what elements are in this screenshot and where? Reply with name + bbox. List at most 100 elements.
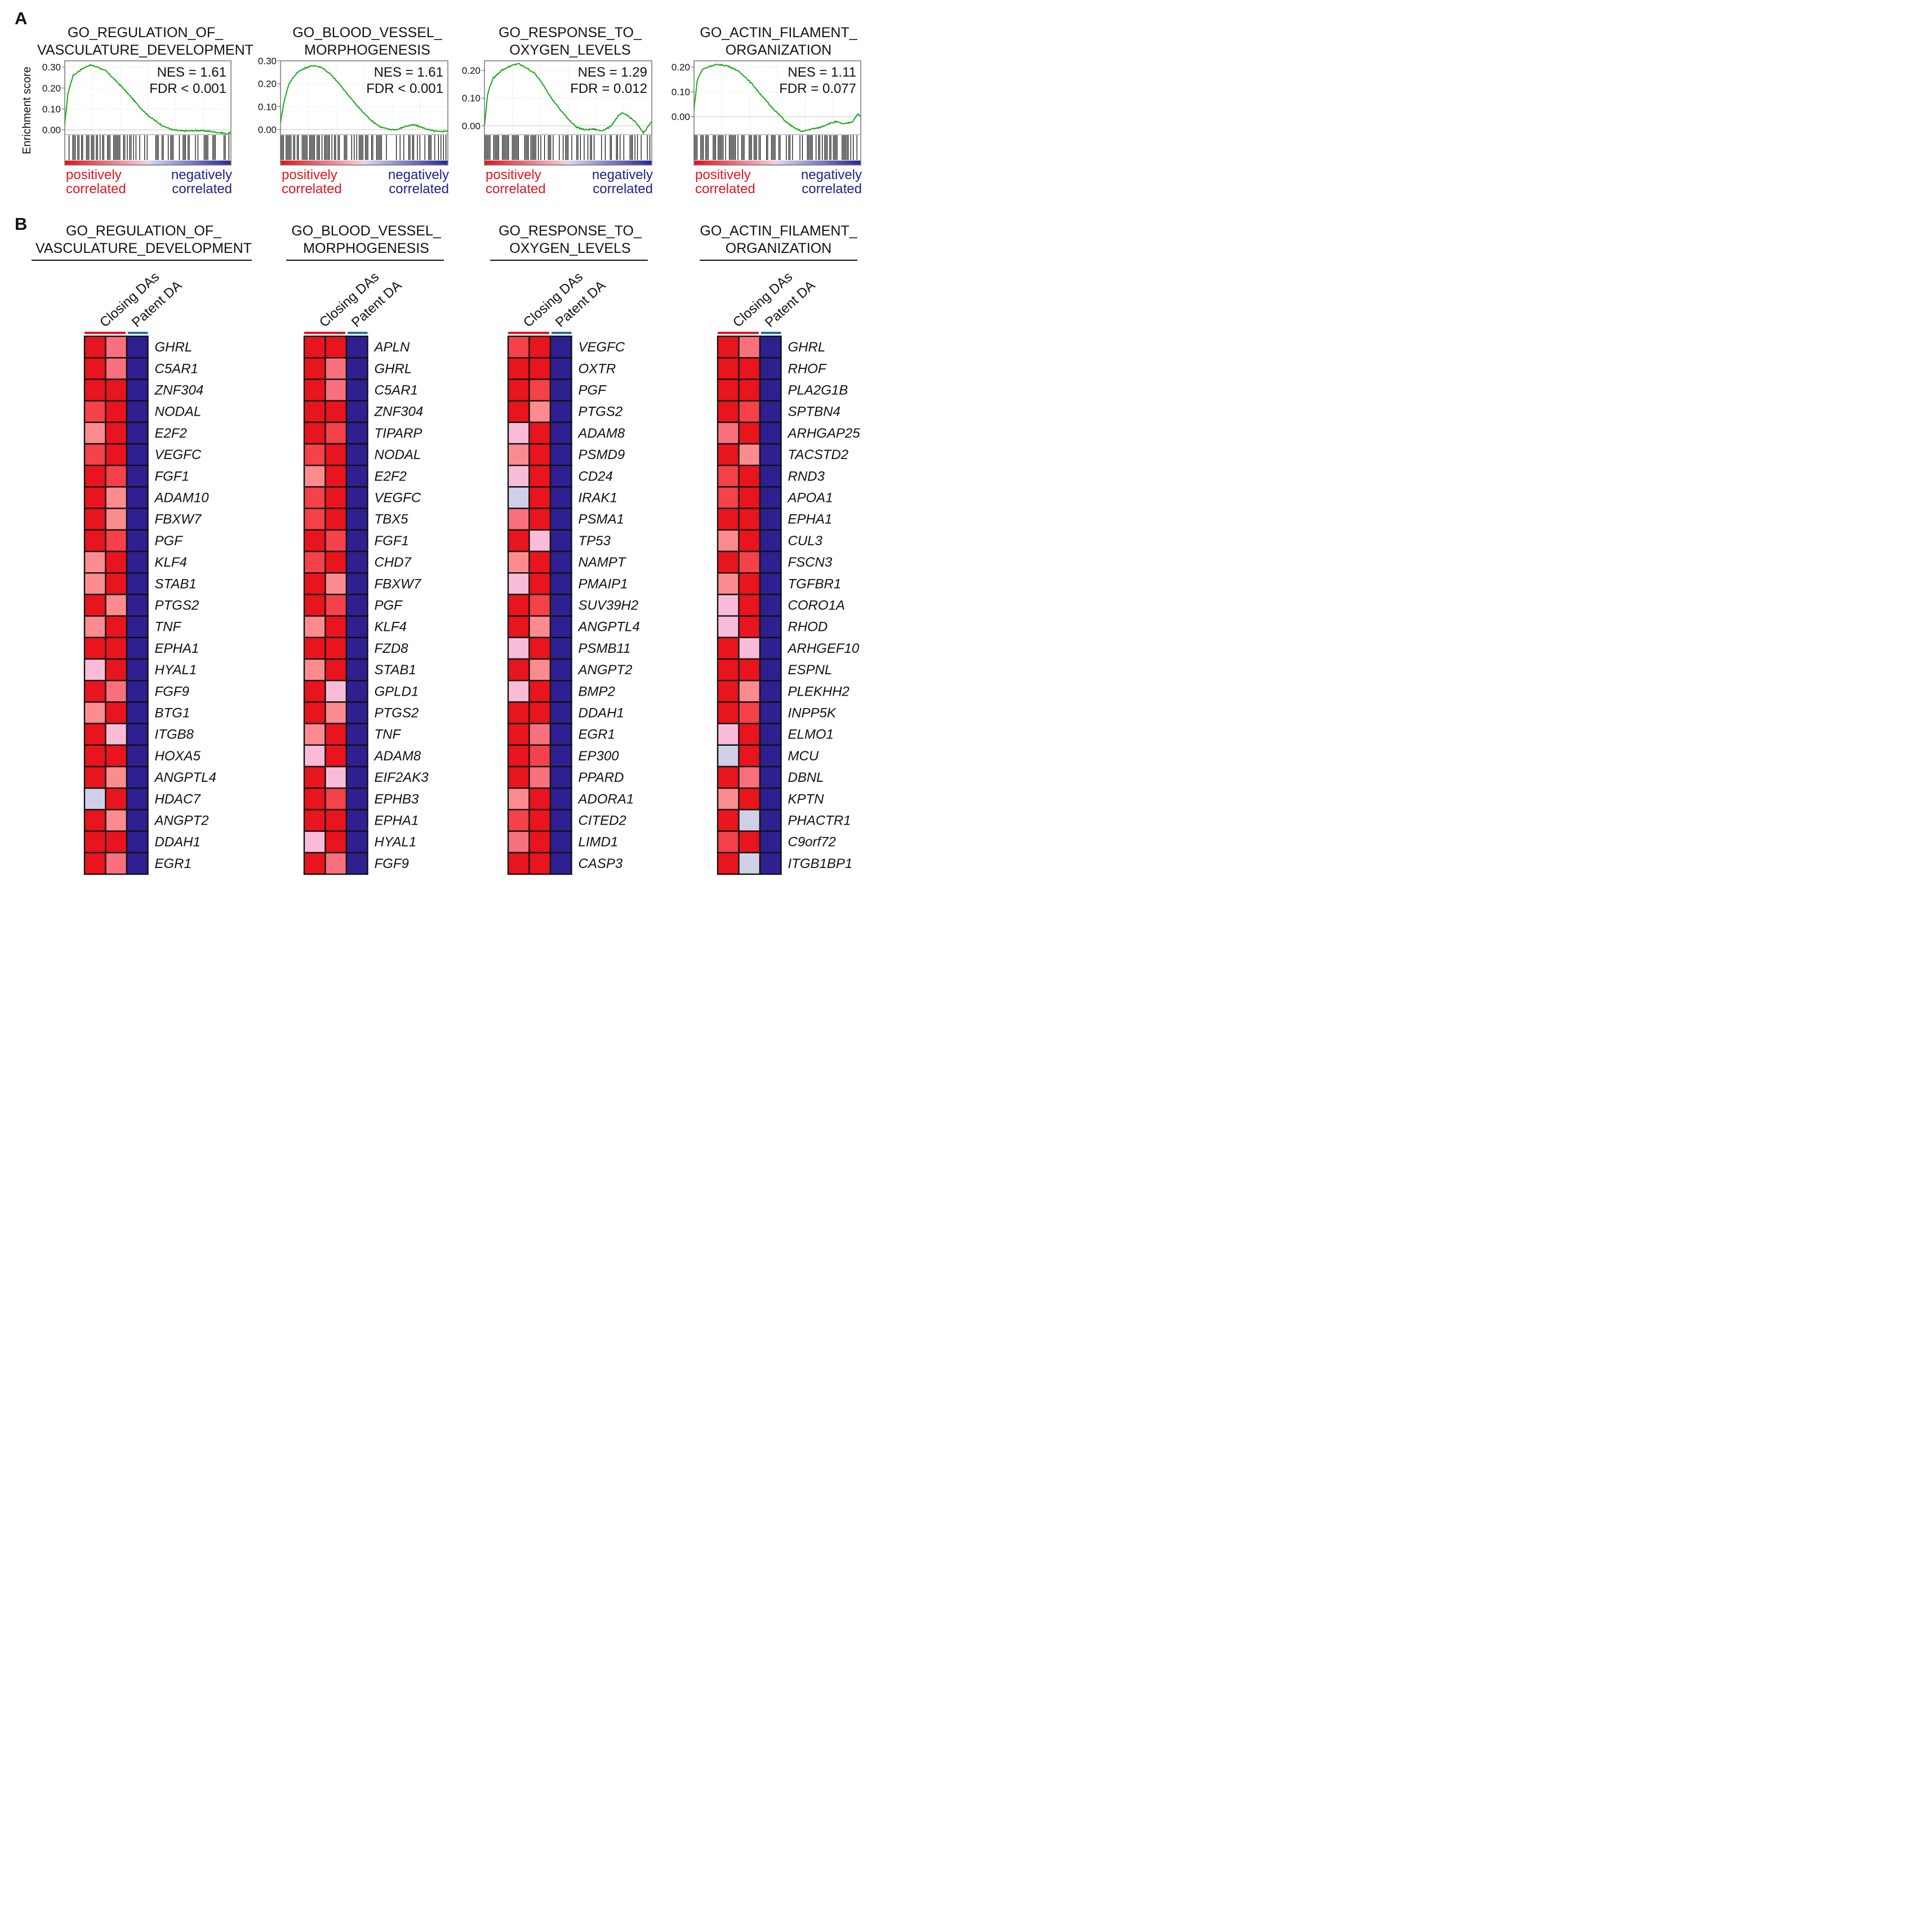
- heatmap-cell: [738, 787, 761, 811]
- heatmap-cell: [717, 636, 740, 660]
- rank-gradient-segment: [92, 161, 96, 165]
- heatmap-cell: [549, 594, 572, 617]
- heatmap-cell: [126, 529, 149, 553]
- heatmap-cell: [549, 572, 572, 595]
- rank-gradient-segment: [350, 161, 354, 165]
- gene-label: KLF4: [155, 555, 187, 570]
- heatmap-cell: [759, 852, 782, 875]
- heatmap-cell: [105, 572, 128, 595]
- heatmap-cell: [324, 636, 348, 660]
- rank-gradient-segment: [799, 161, 803, 165]
- heatmap-cell: [717, 658, 740, 682]
- rank-gradient-segment: [719, 161, 722, 165]
- heatmap-cell: [303, 335, 326, 359]
- heatmap-cell: [126, 486, 149, 509]
- heatmap-cell: [324, 529, 348, 553]
- heatmap-cell: [717, 723, 740, 746]
- rank-gradient-segment: [403, 161, 407, 165]
- rank-gradient-segment: [106, 161, 110, 165]
- rank-gradient-segment: [506, 161, 510, 165]
- heatmap-cell: [83, 443, 106, 466]
- heatmap-cell: [759, 335, 782, 359]
- negatively-correlated-label: negatively: [801, 167, 862, 182]
- heatmap-cell: [759, 701, 782, 724]
- heatmap-cell: [345, 335, 368, 359]
- rank-gradient-segment: [629, 161, 633, 165]
- gene-label: PSMA1: [579, 512, 624, 527]
- rank-gradient-segment: [492, 161, 496, 165]
- rank-gradient-segment: [716, 161, 719, 165]
- heatmap-cell: [324, 572, 348, 595]
- negatively-correlated-label: negatively: [388, 167, 449, 182]
- gene-label: ANGPTL4: [577, 620, 640, 635]
- heatmap-cell: [738, 679, 761, 703]
- rank-gradient-segment: [643, 161, 647, 165]
- gene-label: FSCN3: [788, 555, 833, 570]
- heatmap-cell: [549, 529, 572, 553]
- rank-gradient-segment: [288, 161, 292, 165]
- gene-label: GHRL: [788, 340, 826, 355]
- rank-gradient-segment: [515, 161, 518, 165]
- heatmap-title-line: OXYGEN_LEVELS: [509, 241, 630, 256]
- heatmap-cell: [83, 400, 106, 423]
- rank-gradient-segment: [811, 161, 814, 165]
- heatmap-cell: [303, 594, 326, 617]
- y-tick-label: 0.00: [42, 125, 61, 136]
- rank-gradient-segment: [181, 161, 184, 165]
- gene-label: SPTBN4: [788, 404, 840, 420]
- heatmap-cell: [549, 809, 572, 832]
- rank-gradient-segment: [328, 161, 331, 165]
- heatmap-cell: [738, 421, 761, 445]
- heatmap-cell: [303, 357, 326, 380]
- heatmap-cell: [507, 443, 530, 466]
- gene-label: PLA2G1B: [788, 383, 848, 398]
- gsea-plots: GO_REGULATION_OF_VASCULATURE_DEVELOPMENT…: [21, 25, 862, 197]
- rank-gradient-segment: [741, 161, 745, 165]
- heatmap-cell: [83, 787, 106, 811]
- rank-gradient-segment: [849, 161, 853, 165]
- heatmap-cell: [738, 658, 761, 682]
- rank-gradient-segment: [411, 161, 415, 165]
- rank-gradient-segment: [760, 161, 764, 165]
- gene-label: ESPNL: [788, 662, 833, 678]
- heatmap-cell: [759, 508, 782, 531]
- heatmap-cell: [324, 486, 348, 509]
- heatmap-cell: [717, 357, 740, 380]
- rank-gradient-segment: [283, 161, 287, 165]
- rank-gradient-segment: [81, 161, 84, 165]
- gene-label: FGF9: [375, 856, 409, 871]
- gene-label: HYAL1: [155, 662, 197, 678]
- heatmap-cell: [324, 809, 348, 832]
- rank-gradient-segment: [112, 161, 115, 165]
- gene-label: PGF: [375, 598, 403, 613]
- heatmap-cell: [105, 658, 128, 682]
- heatmap-cell: [507, 379, 530, 402]
- rank-gradient-segment: [344, 161, 348, 165]
- rank-gradient-segment: [228, 161, 232, 165]
- gene-label: ITGB8: [155, 727, 194, 742]
- fdr-value: FDR = 0.012: [570, 81, 647, 96]
- gene-label: EGR1: [155, 856, 192, 871]
- heatmap-cell: [528, 744, 551, 768]
- gene-label: ANGPTL4: [154, 770, 216, 785]
- rank-gradient-segment: [114, 161, 118, 165]
- rank-gradient-segment: [540, 161, 544, 165]
- heatmap-cell: [126, 465, 149, 488]
- rank-gradient-segment: [184, 161, 187, 165]
- gsea-plot-3: GO_RESPONSE_TO_OXYGEN_LEVELS 0.20 0.10 0.00…: [462, 25, 653, 197]
- gene-label: TACSTD2: [788, 447, 849, 462]
- rank-gradient-segment: [562, 161, 566, 165]
- rank-gradient-segment: [699, 161, 703, 165]
- heatmap-cell: [507, 400, 530, 423]
- rank-gradient-segment: [545, 161, 549, 165]
- heatmap-cell: [507, 723, 530, 746]
- heatmap-cell: [303, 765, 326, 789]
- heatmap-cell: [759, 443, 782, 466]
- heatmap-cell: [549, 443, 572, 466]
- gene-label: BMP2: [579, 684, 615, 699]
- gene-label: CITED2: [579, 813, 626, 829]
- heatmap-cell: [345, 486, 368, 509]
- rank-gradient-segment: [434, 161, 437, 165]
- heatmap-cell: [528, 852, 551, 875]
- heatmap-cell: [759, 486, 782, 509]
